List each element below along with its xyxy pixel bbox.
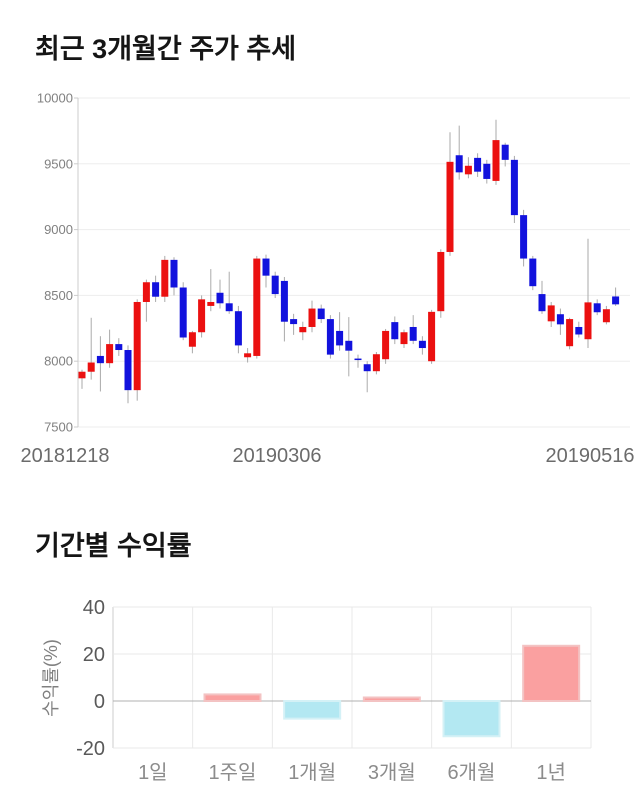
candle-down <box>124 350 132 391</box>
candle-down <box>510 159 518 216</box>
candle-up <box>299 326 307 333</box>
return-bar-positive <box>522 644 581 702</box>
candle-up <box>437 251 445 312</box>
candle-down <box>474 157 482 172</box>
candle-up <box>142 282 150 302</box>
candle-up <box>602 309 610 323</box>
candle-up <box>584 302 592 340</box>
return-bar-positive <box>203 693 262 702</box>
price-y-tick-label: 8500 <box>44 288 73 303</box>
price-x-tick-label: 20190306 <box>233 445 322 467</box>
candle-down <box>409 326 417 341</box>
returns-y-tick-label: 20 <box>83 644 105 666</box>
candle-down <box>483 163 491 179</box>
candle-down <box>455 155 463 173</box>
candle-up <box>198 299 206 333</box>
returns-y-tick-label: -20 <box>76 738 105 760</box>
candle-down <box>612 296 620 305</box>
candle-up <box>382 330 390 360</box>
candle-down <box>336 330 344 346</box>
returns-y-tick-label: 0 <box>94 691 105 713</box>
price-y-tick-label: 7500 <box>44 420 73 435</box>
candle-down <box>179 287 187 338</box>
candle-down <box>556 314 564 325</box>
candle-up <box>207 301 215 306</box>
candle-down <box>501 144 509 160</box>
candle-down <box>418 340 426 349</box>
candle-up <box>492 140 500 181</box>
candle-up <box>106 344 114 364</box>
period-returns-bar-chart: 40 20 0 -20 수익률(%) 1일 1주일 1개월 3개월 6개월 1년 <box>41 597 592 784</box>
candle-down <box>170 259 178 288</box>
returns-category-label: 1주일 <box>209 761 257 784</box>
candle-down <box>354 358 362 361</box>
price-candlestick-chart: 10000 9500 9000 8500 8000 7500 20181218 2019030… <box>21 91 635 468</box>
candle-up <box>446 161 454 252</box>
candle-up <box>566 319 574 347</box>
returns-category-label: 1일 <box>138 761 168 784</box>
candle-down <box>262 258 270 276</box>
price-chart-title: 최근 3개월간 주가 추세 <box>35 34 297 64</box>
returns-category-label: 1개월 <box>288 761 336 784</box>
candle-down <box>345 340 353 351</box>
candle-down <box>529 258 537 287</box>
returns-category-label: 1년 <box>536 761 566 784</box>
candle-down <box>96 355 104 364</box>
candle-up <box>133 301 141 391</box>
candle-up <box>161 259 169 297</box>
candle-down <box>391 322 399 340</box>
price-x-tick-label: 20190516 <box>546 445 635 467</box>
candle-up <box>464 165 472 175</box>
candle-down <box>152 282 160 297</box>
returns-category-label: 6개월 <box>448 761 496 784</box>
candle-down <box>520 215 528 259</box>
candle-down <box>575 326 583 335</box>
candle-up <box>400 332 408 345</box>
candle-down <box>115 344 123 351</box>
candle-up <box>547 305 555 322</box>
candle-down <box>317 308 325 320</box>
candle-up <box>253 258 261 356</box>
candle-down <box>290 319 298 325</box>
returns-chart-title: 기간별 수익률 <box>35 531 192 561</box>
candle-up <box>428 311 436 362</box>
candle-down <box>271 275 279 295</box>
candle-down <box>225 303 233 312</box>
candle-up <box>308 308 316 327</box>
candle-up <box>372 354 380 372</box>
candle-down <box>593 303 601 313</box>
candle-down <box>216 292 224 304</box>
return-bar-negative <box>283 700 342 720</box>
return-bar-negative <box>442 700 501 738</box>
returns-y-axis-title: 수익률(%) <box>41 639 61 717</box>
candle-up <box>87 362 95 372</box>
price-y-tick-label: 9500 <box>44 156 73 171</box>
price-y-tick-label: 9000 <box>44 222 73 237</box>
candle-down <box>234 311 242 346</box>
price-x-tick-label: 20181218 <box>21 445 110 467</box>
candle-up <box>188 332 196 347</box>
candle-down <box>280 280 288 322</box>
candle-up <box>244 353 252 358</box>
price-y-tick-label: 10000 <box>37 91 73 106</box>
candle-down <box>363 364 371 372</box>
returns-category-label: 3개월 <box>368 761 416 784</box>
candle-up <box>78 371 86 379</box>
price-y-tick-label: 8000 <box>44 354 73 369</box>
candle-down <box>538 294 546 312</box>
candle-down <box>326 319 334 355</box>
returns-y-tick-label: 40 <box>83 597 105 619</box>
return-bar-positive <box>362 696 421 703</box>
